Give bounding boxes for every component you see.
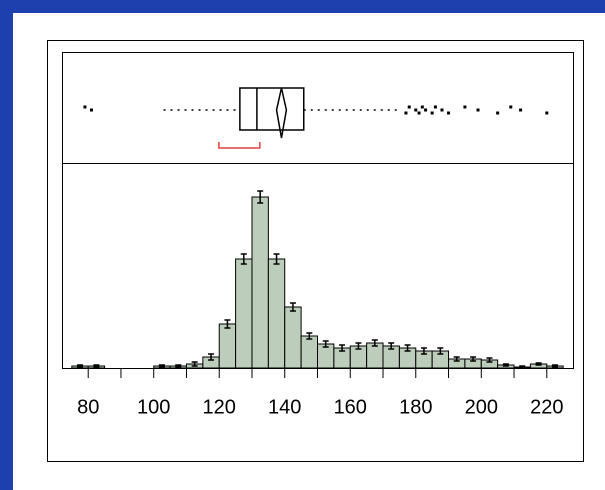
outlier (496, 111, 500, 115)
error-bar (453, 356, 460, 362)
mean-diamond (275, 87, 288, 139)
x-tick-label: 100 (137, 396, 170, 418)
error-bar (437, 347, 444, 355)
bar (251, 196, 269, 369)
outlier (430, 111, 434, 115)
shortest-half (218, 142, 261, 149)
error-bar (339, 344, 346, 352)
x-tick-label: 80 (77, 396, 99, 418)
box (239, 87, 305, 131)
error-bar (551, 364, 558, 368)
error-bar (240, 253, 247, 265)
outlier (463, 105, 467, 109)
outlier (407, 105, 411, 109)
error-bar (257, 190, 264, 204)
x-tick-label: 220 (530, 396, 563, 418)
outlier (417, 111, 421, 115)
error-bar (404, 344, 411, 352)
outlier (420, 105, 424, 109)
bar (284, 306, 302, 369)
bar (300, 335, 318, 369)
error-bar (322, 340, 329, 348)
error-bar (355, 342, 362, 350)
bar (218, 323, 237, 369)
outlier (433, 105, 437, 109)
outlier (509, 105, 513, 109)
error-bar (175, 364, 182, 368)
error-bar (420, 347, 427, 355)
outlier (83, 105, 87, 109)
outlier (476, 108, 480, 112)
error-bar (470, 356, 477, 362)
error-bar (77, 364, 84, 368)
outlier (89, 108, 93, 112)
error-bar (289, 302, 296, 312)
error-bar (158, 364, 165, 368)
error-bar (191, 361, 198, 367)
outlier (545, 111, 549, 115)
error-bar (273, 253, 280, 265)
error-bar (208, 353, 215, 361)
bar (267, 258, 286, 369)
outlier (414, 108, 418, 112)
outlier (447, 111, 451, 115)
error-bar (93, 364, 100, 368)
x-tick-label: 200 (465, 396, 498, 418)
error-bar (306, 332, 313, 340)
x-tick-label: 160 (334, 396, 367, 418)
error-bar (502, 363, 509, 367)
error-bar (519, 365, 526, 369)
error-bar (224, 319, 231, 329)
outlier (440, 108, 444, 112)
outlier (519, 108, 523, 112)
outer-frame (47, 40, 584, 462)
panel (13, 13, 605, 490)
error-bar (535, 362, 542, 366)
x-tick-label: 140 (268, 396, 301, 418)
outlier (424, 108, 428, 112)
x-tick-label: 120 (203, 396, 236, 418)
outlier (404, 111, 408, 115)
plot-frame (62, 52, 574, 369)
error-bar (371, 339, 378, 347)
x-tick-label: 180 (399, 396, 432, 418)
bar (235, 258, 253, 369)
error-bar (486, 357, 493, 363)
error-bar (388, 342, 395, 350)
